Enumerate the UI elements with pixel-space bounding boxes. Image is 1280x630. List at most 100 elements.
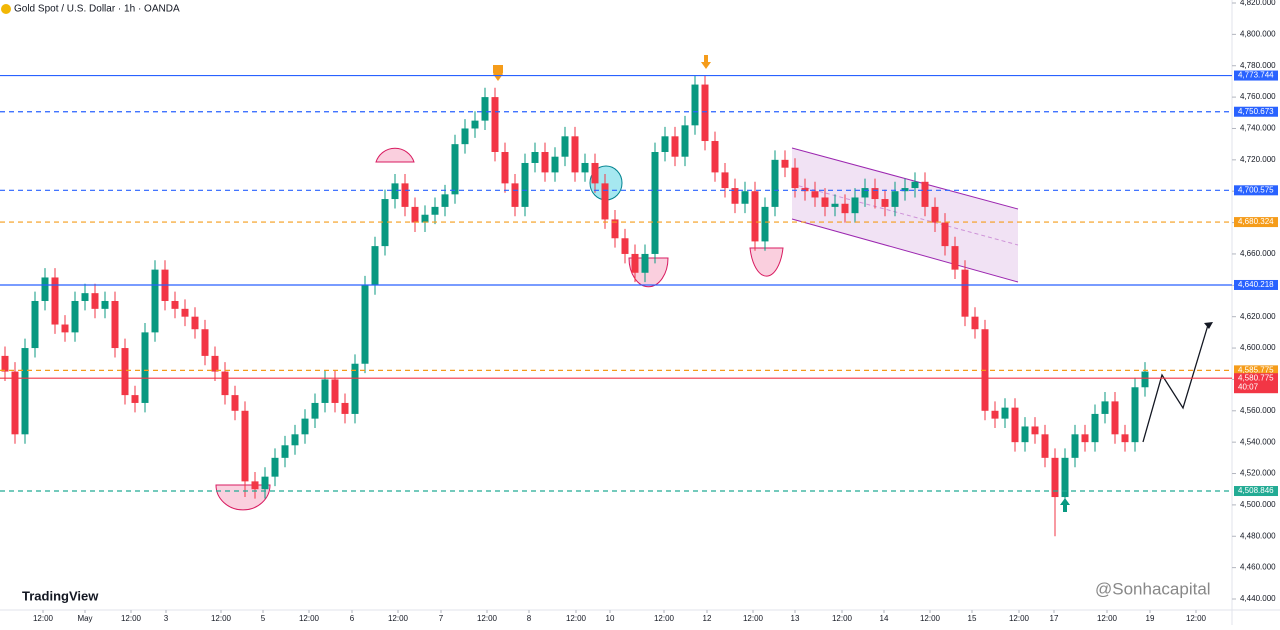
candle-body [451,144,459,195]
candle-body [701,84,709,142]
candle-body [1071,434,1079,458]
y-tick-label: 4,500.000 [1240,500,1276,509]
arrow-down [701,55,711,69]
candle-body [591,162,599,184]
candle-body [921,181,929,207]
y-tick-label: 4,820.000 [1240,0,1276,7]
candle-body [1131,387,1139,443]
y-tick-label: 4,780.000 [1240,61,1276,70]
candle-body [31,301,39,349]
candle-body [1031,426,1039,435]
candle-body [601,183,609,220]
x-tick-label: 12:00 [1097,614,1118,623]
candle-body [1041,434,1049,458]
candle-body [211,355,219,372]
candle-body [311,402,319,419]
price-label: 4,680.324 [1238,217,1274,226]
author: @Sonhacapital [1095,579,1211,598]
x-tick-label: 10 [606,614,615,623]
candle-body [1081,434,1089,443]
watermark: TradingView [22,588,99,603]
candle-body [141,332,149,403]
candle-body [91,293,99,309]
x-tick-label: 12:00 [1186,614,1207,623]
price-tag [1234,365,1278,376]
candle-body [651,152,659,254]
candle-body [511,183,519,207]
symbol-icon [1,4,11,14]
y-tick-label: 4,560.000 [1240,406,1276,415]
price-label: 4,508.846 [1238,486,1274,495]
candle-body [891,191,899,207]
x-tick-label: 3 [164,614,169,623]
candle-body [491,97,499,152]
x-tick-label: May [77,614,92,623]
x-tick-label: 12:00 [654,614,675,623]
candle-body [791,167,799,189]
candle-body [461,128,469,145]
candle-body [131,395,139,403]
candle-body [1091,413,1099,443]
candle-body [851,197,859,214]
candle-body [531,152,539,163]
candle-body [801,188,809,192]
candle-body [341,402,349,414]
y-tick-label: 4,660.000 [1240,249,1276,258]
candle-body [391,183,399,200]
candle-body [321,379,329,403]
candle-body [381,199,389,247]
price-label: 4,700.575 [1238,185,1274,194]
candle-body [71,301,79,333]
candle-body [1021,426,1029,443]
candle-body [111,301,119,349]
x-tick-label: 12:00 [121,614,142,623]
x-tick-label: 12:00 [743,614,764,623]
candle-body [21,348,29,435]
candle-body [11,371,19,435]
candle-body [671,136,679,157]
candle-body [611,219,619,239]
candle-body [1051,457,1059,498]
arc-top [375,147,415,163]
x-tick-label: 19 [1146,614,1155,623]
candle-body [331,379,339,403]
candle-body [741,191,749,204]
y-tick-label: 4,720.000 [1240,155,1276,164]
candle-body [641,253,649,273]
candle-body [251,481,259,490]
price-tag [1234,373,1278,394]
candle-body [721,172,729,189]
candle-body [901,188,909,192]
candle-body [1011,407,1019,443]
candle-body [441,194,449,207]
candle-body [421,214,429,223]
x-tick-label: 12:00 [211,614,232,623]
candle-body [41,277,49,301]
candle-body [121,348,129,396]
channel-top [791,147,1019,210]
y-tick-label: 4,520.000 [1240,469,1276,478]
candle-body [681,125,689,157]
candle-body [481,97,489,121]
candle-body [1001,407,1009,419]
candle-body [1111,401,1119,435]
price-label: 4,580.775 [1238,373,1274,382]
price-tag [1234,217,1278,228]
candle-body [541,152,549,173]
arc-bottom [749,247,784,277]
candle-body [861,188,869,198]
candle-body [61,324,69,333]
candle-body [51,277,59,325]
candle-body [401,183,409,207]
candle-body [941,222,949,247]
y-tick-label: 4,460.000 [1240,563,1276,572]
price-tag [1234,279,1278,290]
candle-body [771,159,779,207]
candle-body [961,269,969,317]
price-tag [1234,185,1278,196]
chart-title: Gold Spot / U.S. Dollar · 1h · OANDA [14,4,180,15]
candle-body [1,355,9,372]
x-tick-label: 12:00 [299,614,320,623]
candle-body [1141,371,1149,388]
